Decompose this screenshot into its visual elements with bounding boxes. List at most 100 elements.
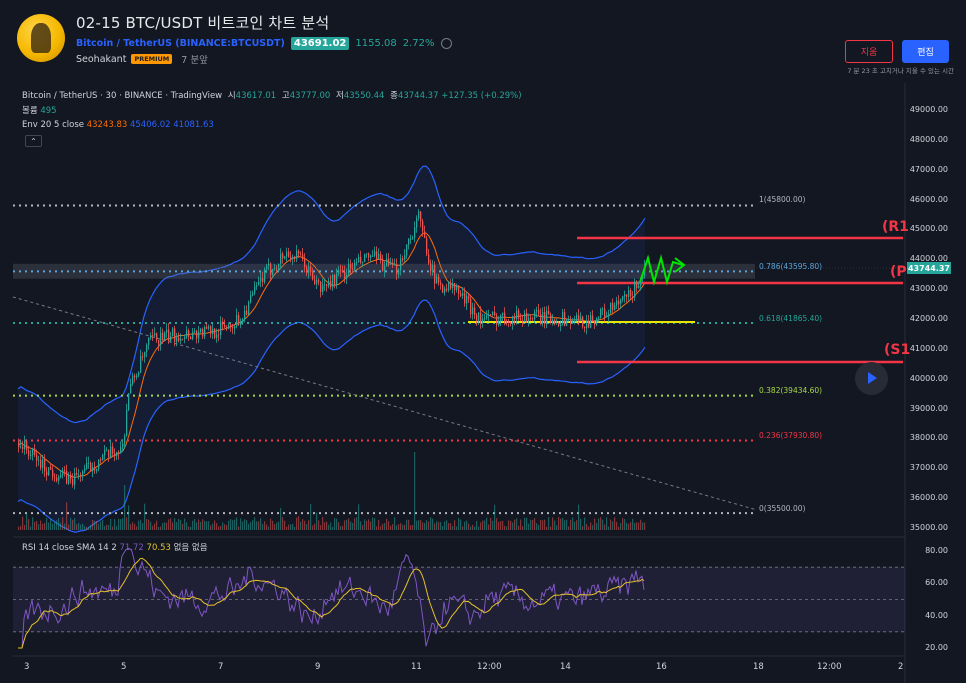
volume-bar [606,517,608,530]
volume-bar [32,517,34,530]
volume-bar [82,523,84,530]
candle-body [488,314,490,316]
symbol-link[interactable]: Bitcoin / TetherUS (BINANCE:BTCUSDT) [76,38,285,49]
candle-body [34,448,36,455]
volume-bar [310,504,312,530]
candle-body [108,449,110,458]
volume-bar [44,522,46,530]
candle-body [280,253,282,264]
volume-bar [188,526,190,530]
volume-bar [618,526,620,530]
volume-bar [470,526,472,530]
candle-body [374,251,376,256]
volume-bar [176,522,178,530]
time-axis-label: 14 [560,662,571,672]
fib-label-0618: 0.618(41865.40) [759,314,823,323]
candle-body [194,330,196,332]
volume-bar [598,518,600,530]
author-row: Seohakant PREMIUM 7 분앞 [76,52,208,67]
volume-bar [474,526,476,530]
author-avatar[interactable] [17,14,65,62]
candle-body [352,268,354,270]
volume-bar [284,520,286,530]
candle-body [302,254,304,260]
price-levels [12,204,903,515]
volume-bar [336,518,338,530]
rsi-axis-label: 80.00 [925,546,948,555]
volume-bar [72,519,74,530]
candle-body [464,292,466,304]
volume-bar [338,522,340,530]
candle-body [262,277,264,283]
delete-button[interactable]: 지움 [845,40,893,63]
candle-body [198,331,200,339]
volume-bar [496,518,498,530]
candle-body [334,275,336,286]
candle-body [54,477,56,478]
candle-body [166,329,168,333]
volume-bar [644,522,646,530]
volume-bar [80,524,82,530]
edit-button[interactable]: 편집 [902,40,949,63]
candle-body [484,318,486,320]
volume-bar [622,518,624,530]
volume-bar [286,526,288,530]
candle-body [560,324,562,327]
collapse-legend-button[interactable]: ⌃ [25,135,42,147]
candle-body [84,468,86,472]
volume-bar [198,519,200,530]
volume-bar [616,522,618,530]
candle-body [164,332,166,341]
volume-bar [324,522,326,530]
alarm-clock-icon[interactable] [440,38,452,49]
candle-body [206,326,208,329]
candle-body [576,315,578,321]
volume-bar [410,525,412,530]
candle-body [186,330,188,338]
volume-bar [234,519,236,530]
candle-body [640,279,642,286]
volume-bar [544,519,546,530]
volume-bar [254,517,256,530]
volume-bar [558,516,560,530]
candle-body [150,335,152,338]
candle-body [608,313,610,317]
volume-bar [614,517,616,530]
volume-bar [390,525,392,530]
envelope-lower [17,299,646,533]
volume-bar [296,517,298,530]
volume-bar [620,523,622,530]
volume-bar [426,520,428,530]
candle-body [592,315,594,322]
volume-bar [460,519,462,530]
candle-body [432,265,434,272]
candle-body [56,477,58,481]
volume-bar [74,518,76,530]
r1-label: (R1 [882,219,909,235]
candle-body [372,255,374,257]
volume-bar [64,523,66,530]
volume-bar [158,526,160,530]
volume-bar [28,519,30,530]
candle-body [526,313,528,322]
candle-body [468,295,470,299]
volume-bar [458,518,460,530]
candle-body [138,372,140,376]
candle-body [492,312,494,315]
candle-body [330,280,332,288]
candle-body [454,283,456,290]
candle-body [112,446,114,454]
candle-body [242,319,244,323]
candle-body [600,309,602,318]
main-legend: Bitcoin / TetherUS · 30 · BINANCE · Trad… [22,91,522,101]
volume-bar [604,524,606,530]
author-name[interactable]: Seohakant [76,53,127,65]
volume-bars [18,452,646,530]
candle-body [490,314,492,316]
volume-bar [540,519,542,530]
volume-bar [326,521,328,530]
candle-body [180,338,182,342]
play-icon[interactable] [855,362,888,395]
candle-body [478,312,480,322]
